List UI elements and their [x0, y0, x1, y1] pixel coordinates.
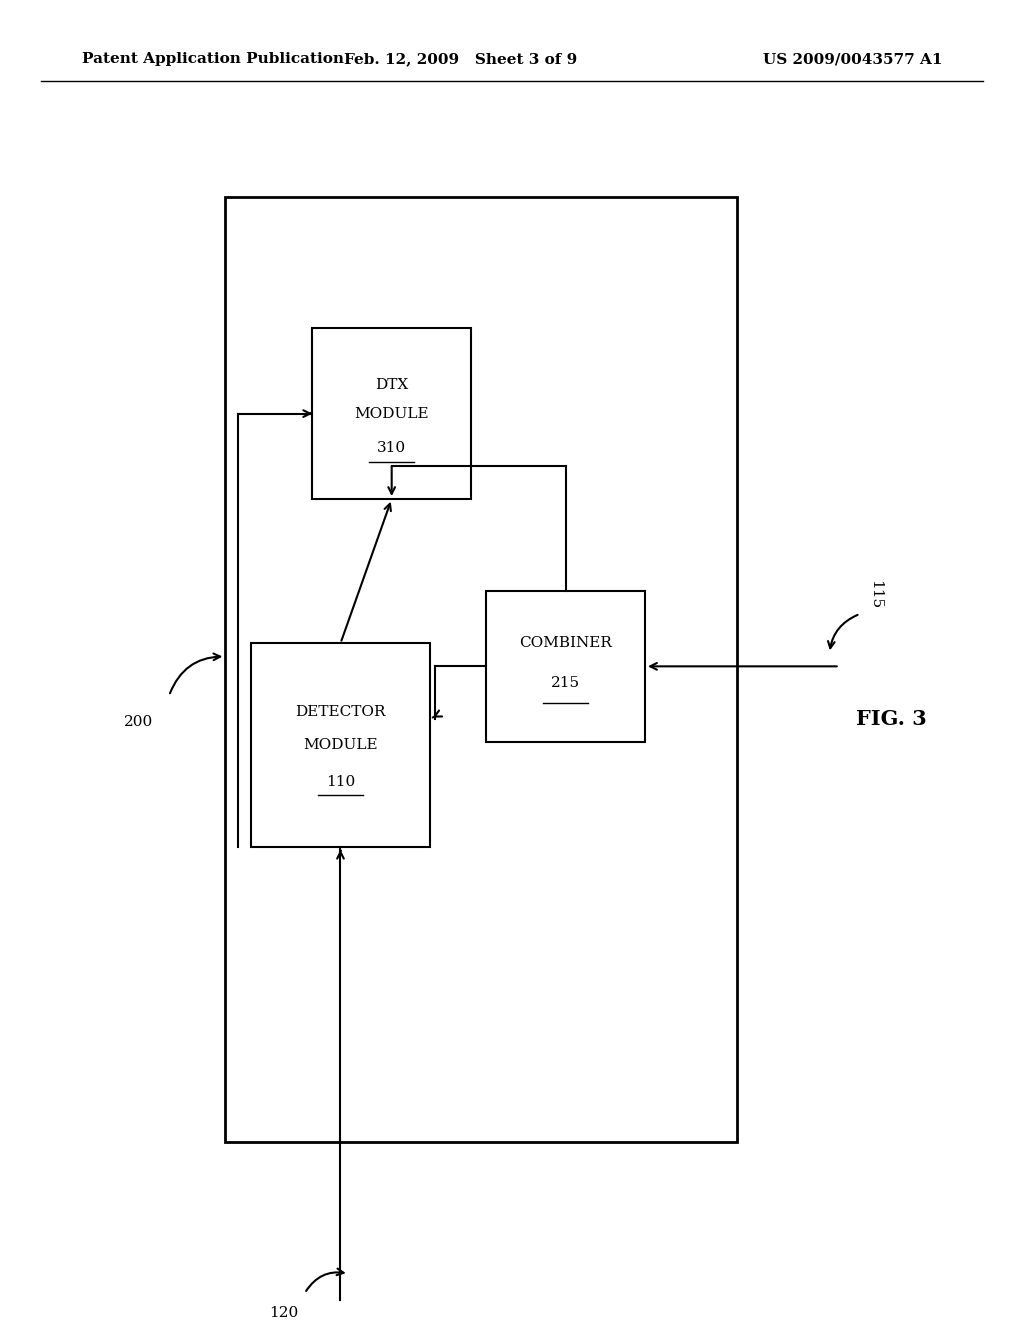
Text: DETECTOR: DETECTOR	[295, 705, 386, 719]
Text: Patent Application Publication: Patent Application Publication	[82, 51, 344, 66]
Text: MODULE: MODULE	[303, 738, 378, 752]
Text: Feb. 12, 2009   Sheet 3 of 9: Feb. 12, 2009 Sheet 3 of 9	[344, 51, 578, 66]
Bar	[486, 591, 645, 742]
Text: MODULE: MODULE	[354, 407, 429, 421]
Text: 215: 215	[551, 676, 581, 690]
Text: 310: 310	[377, 441, 407, 454]
Bar	[251, 643, 430, 847]
Text: 200: 200	[124, 715, 153, 729]
Text: COMBINER: COMBINER	[519, 636, 612, 649]
Text: US 2009/0043577 A1: US 2009/0043577 A1	[763, 51, 942, 66]
Text: FIG. 3: FIG. 3	[855, 709, 927, 729]
Text: DTX: DTX	[375, 378, 409, 392]
Text: 120: 120	[269, 1305, 299, 1320]
Bar	[312, 329, 471, 499]
Bar	[225, 197, 737, 1142]
Text: 115: 115	[868, 579, 883, 609]
Text: 110: 110	[326, 775, 355, 789]
